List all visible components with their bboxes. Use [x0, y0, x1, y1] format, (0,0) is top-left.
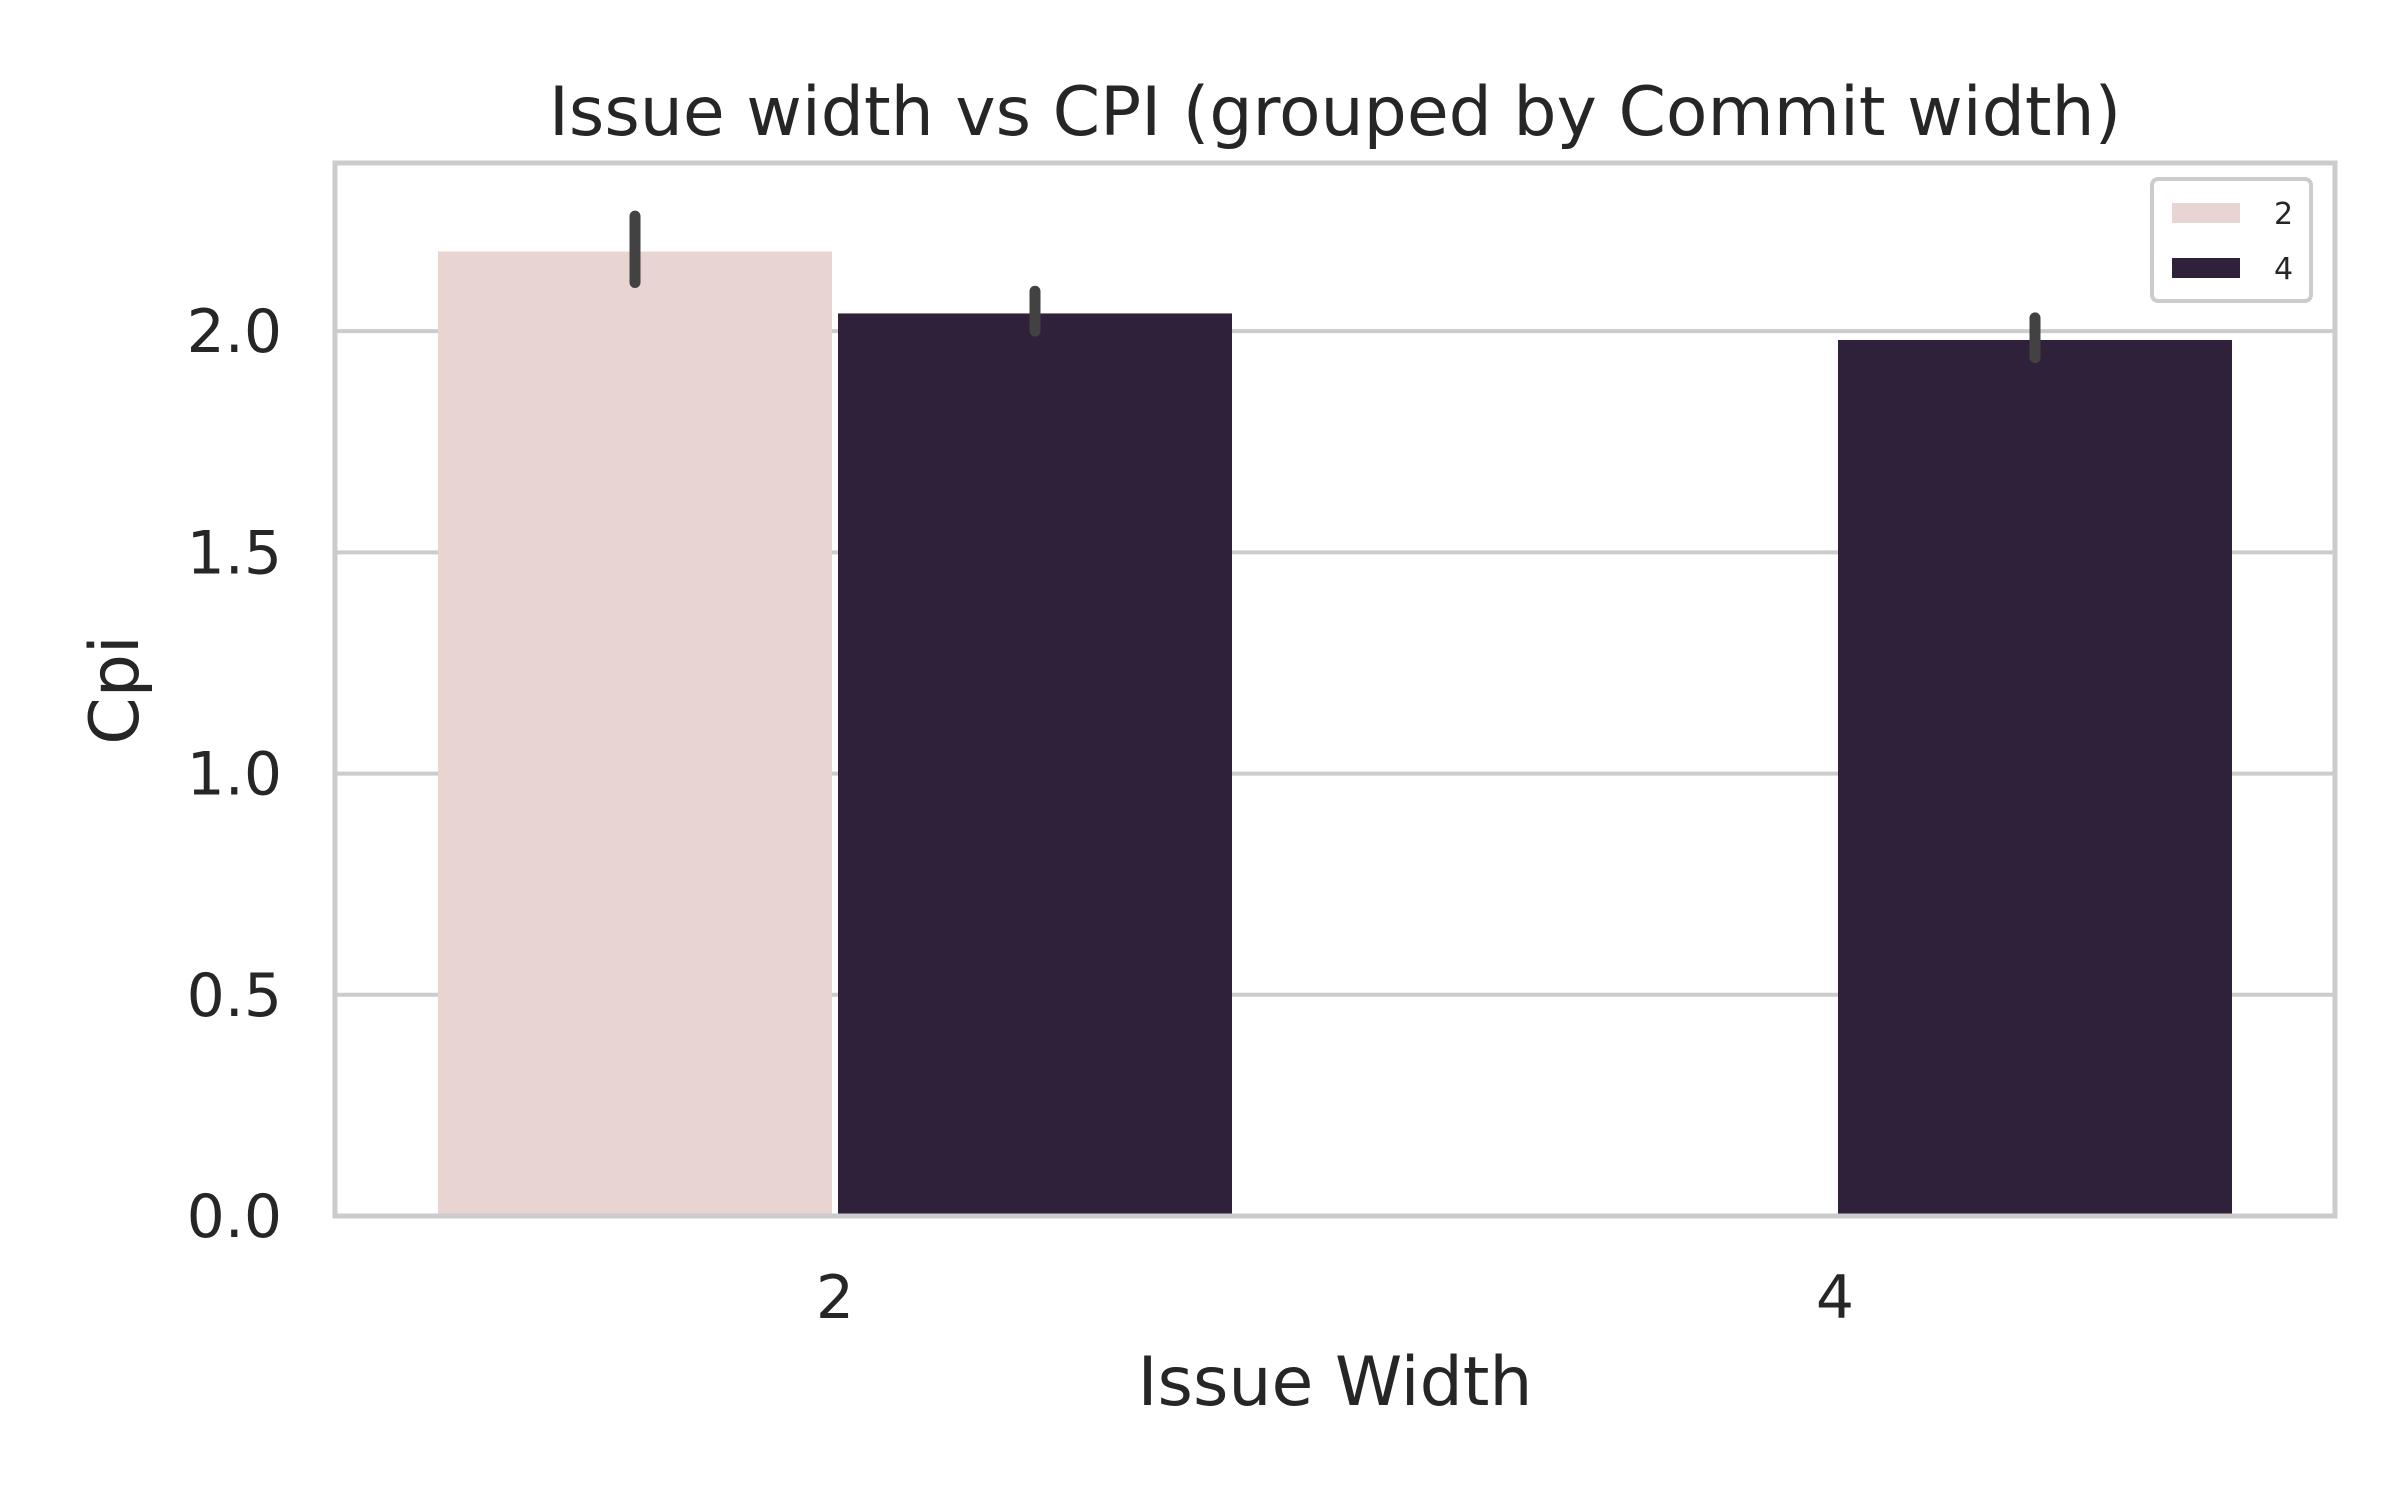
bar-series-2-cat-2	[438, 251, 832, 1216]
y-tick-label: 1.0	[187, 740, 282, 810]
y-tick-label: 2.0	[187, 297, 282, 367]
x-tick-label: 4	[1816, 1263, 1854, 1333]
y-tick-label: 1.5	[187, 518, 282, 588]
legend-swatch-4	[2172, 258, 2240, 278]
y-tick-label: 0.5	[187, 961, 282, 1031]
chart-title: Issue width vs CPI (grouped by Commit wi…	[549, 73, 2121, 152]
y-tick-label: 0.0	[187, 1182, 282, 1252]
y-axis-label: Cpi	[76, 635, 155, 745]
bar-series-4-cat-4	[1838, 339, 2232, 1216]
legend-swatch-2	[2172, 203, 2240, 223]
legend-label-4: 4	[2274, 252, 2293, 287]
bars	[438, 251, 2232, 1216]
x-tick-label: 2	[816, 1263, 854, 1333]
legend: 24	[2150, 177, 2313, 303]
x-axis-label: Issue Width	[1137, 1343, 1532, 1422]
bar-series-4-cat-2	[838, 313, 1232, 1216]
legend-label-2: 2	[2274, 197, 2293, 232]
plot-frame	[332, 160, 2338, 1219]
error-bars	[629, 210, 2041, 364]
y-tick-labels: 0.0 0.5 1.0 1.5 2.0	[187, 297, 282, 1252]
